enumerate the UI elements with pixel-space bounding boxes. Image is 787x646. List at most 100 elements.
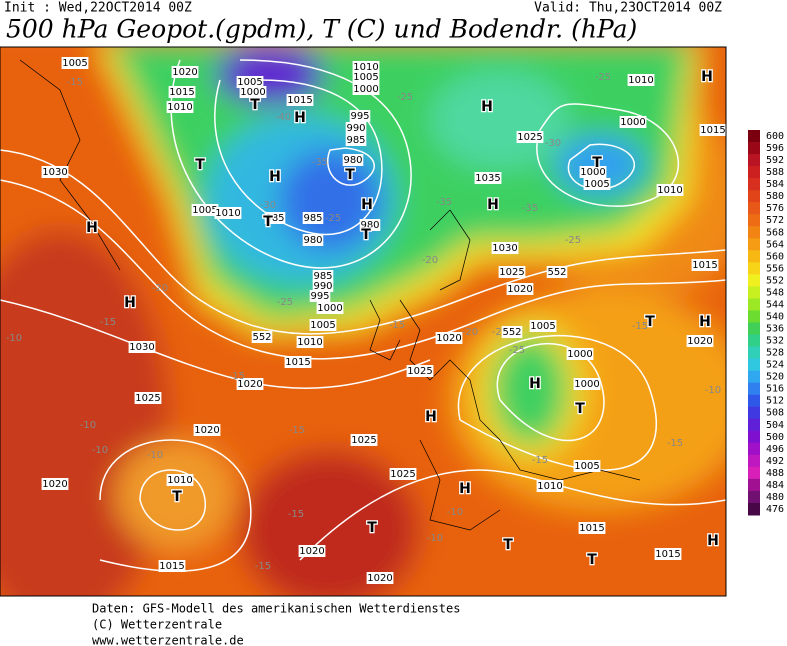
high-marker: H xyxy=(425,409,437,425)
pressure-label: 1010 xyxy=(537,481,562,492)
label-box xyxy=(302,234,324,246)
temperature-label: -15 xyxy=(288,509,304,520)
label-box xyxy=(345,122,367,134)
colorbar-swatch xyxy=(748,262,760,275)
pressure-label: 1020 xyxy=(42,479,67,490)
label-box xyxy=(491,242,519,254)
colorbar-label: 552 xyxy=(766,275,784,286)
label-box xyxy=(298,545,326,557)
colorbar-label: 500 xyxy=(766,432,784,443)
pressure-label: 1005 xyxy=(353,72,378,83)
temperature-label: -10 xyxy=(80,420,96,431)
label-box xyxy=(389,468,417,480)
pressure-label: 1000 xyxy=(317,303,342,314)
label-box xyxy=(406,365,434,377)
pressure-label: 1000 xyxy=(353,84,378,95)
label-box xyxy=(566,348,594,360)
temperature-label: -25 xyxy=(509,345,525,356)
colorbar-label: 536 xyxy=(766,324,784,335)
high-marker: H xyxy=(707,533,719,549)
colorbar-swatch xyxy=(748,142,760,155)
label-box xyxy=(286,94,314,106)
pressure-label: 985 xyxy=(265,213,284,224)
colorbar-swatch xyxy=(748,190,760,203)
colorbar-swatch xyxy=(748,202,760,215)
colorbar-label: 540 xyxy=(766,311,784,322)
colorbar-swatch xyxy=(748,286,760,299)
low-marker: T xyxy=(645,314,655,330)
pressure-label: 1025 xyxy=(407,366,432,377)
colorbar-label: 580 xyxy=(766,191,784,202)
label-box xyxy=(264,212,286,224)
pressure-label: 1005 xyxy=(584,179,609,190)
coastlines xyxy=(19,59,641,531)
temperature-label: -20 xyxy=(422,255,438,266)
pressure-label: 1015 xyxy=(285,357,310,368)
pressure-label: 1000 xyxy=(567,349,592,360)
pressure-label: 1005 xyxy=(237,77,262,88)
colorbar-swatch xyxy=(748,238,760,251)
colorbar-label: 484 xyxy=(766,480,784,491)
temperature-label: -25 xyxy=(325,213,341,224)
pressure-label: 985 xyxy=(313,271,332,282)
pressure-label: 985 xyxy=(346,135,365,146)
low-marker: T xyxy=(250,97,260,113)
pressure-label: 1010 xyxy=(215,208,240,219)
temperature-label: -20 xyxy=(152,283,168,294)
temperature-label: -15 xyxy=(229,371,245,382)
pressure-label: 1015 xyxy=(700,125,725,136)
temperature-label: -10 xyxy=(92,445,108,456)
temperature-label: -20 xyxy=(462,327,478,338)
temperature-label: -10 xyxy=(427,533,443,544)
label-box xyxy=(656,184,684,196)
pressure-label: 1005 xyxy=(574,461,599,472)
pressure-label: 990 xyxy=(346,123,365,134)
label-box xyxy=(498,266,526,278)
colorbar-swatch xyxy=(748,322,760,336)
label-box xyxy=(41,166,69,178)
pressure-label: 1015 xyxy=(692,260,717,271)
pressure-label: 1010 xyxy=(297,337,322,348)
label-box xyxy=(349,110,371,122)
colorbar-label: 508 xyxy=(766,408,784,419)
label-box xyxy=(302,212,324,224)
label-box xyxy=(166,474,194,486)
label-box xyxy=(316,302,344,314)
pressure-label: 1015 xyxy=(655,549,680,560)
pressure-label: 1025 xyxy=(135,393,160,404)
colorbar-swatch xyxy=(748,430,760,444)
colorbar-label: 568 xyxy=(766,227,784,238)
label-box xyxy=(41,478,69,490)
label-box xyxy=(191,204,219,216)
colorbar-label: 528 xyxy=(766,348,784,359)
pressure-label: 552 xyxy=(547,267,566,278)
label-box xyxy=(573,460,601,472)
colorbar-swatch xyxy=(748,406,760,420)
temperature-label: -15 xyxy=(67,77,83,88)
high-marker: H xyxy=(701,69,713,85)
temperature-label: -10 xyxy=(147,450,163,461)
label-box xyxy=(352,71,380,83)
pressure-label: 552 xyxy=(252,332,271,343)
label-box xyxy=(619,116,647,128)
colorbar-label: 532 xyxy=(766,336,784,347)
footer-line: www.wetterzentrale.de xyxy=(92,634,244,646)
label-box xyxy=(342,154,364,166)
colorbar-label: 548 xyxy=(766,287,784,298)
temperature-label: -15 xyxy=(255,561,271,572)
label-box xyxy=(239,86,267,98)
colorbar-label: 564 xyxy=(766,239,784,250)
pressure-label: 1030 xyxy=(492,243,517,254)
temperature-label: -20 xyxy=(492,327,508,338)
colorbar-swatch xyxy=(748,214,760,227)
pressure-label: 1025 xyxy=(499,267,524,278)
pressure-label: 990 xyxy=(313,281,332,292)
temperature-label: -15 xyxy=(100,317,116,328)
pressure-label: 1020 xyxy=(194,425,219,436)
colorbar-label: 588 xyxy=(766,167,784,178)
colorbar-label: 576 xyxy=(766,203,784,214)
label-box xyxy=(536,480,564,492)
pressure-label: 1010 xyxy=(657,185,682,196)
temperature-label: -25 xyxy=(565,235,581,246)
temperature-label: -10 xyxy=(705,385,721,396)
